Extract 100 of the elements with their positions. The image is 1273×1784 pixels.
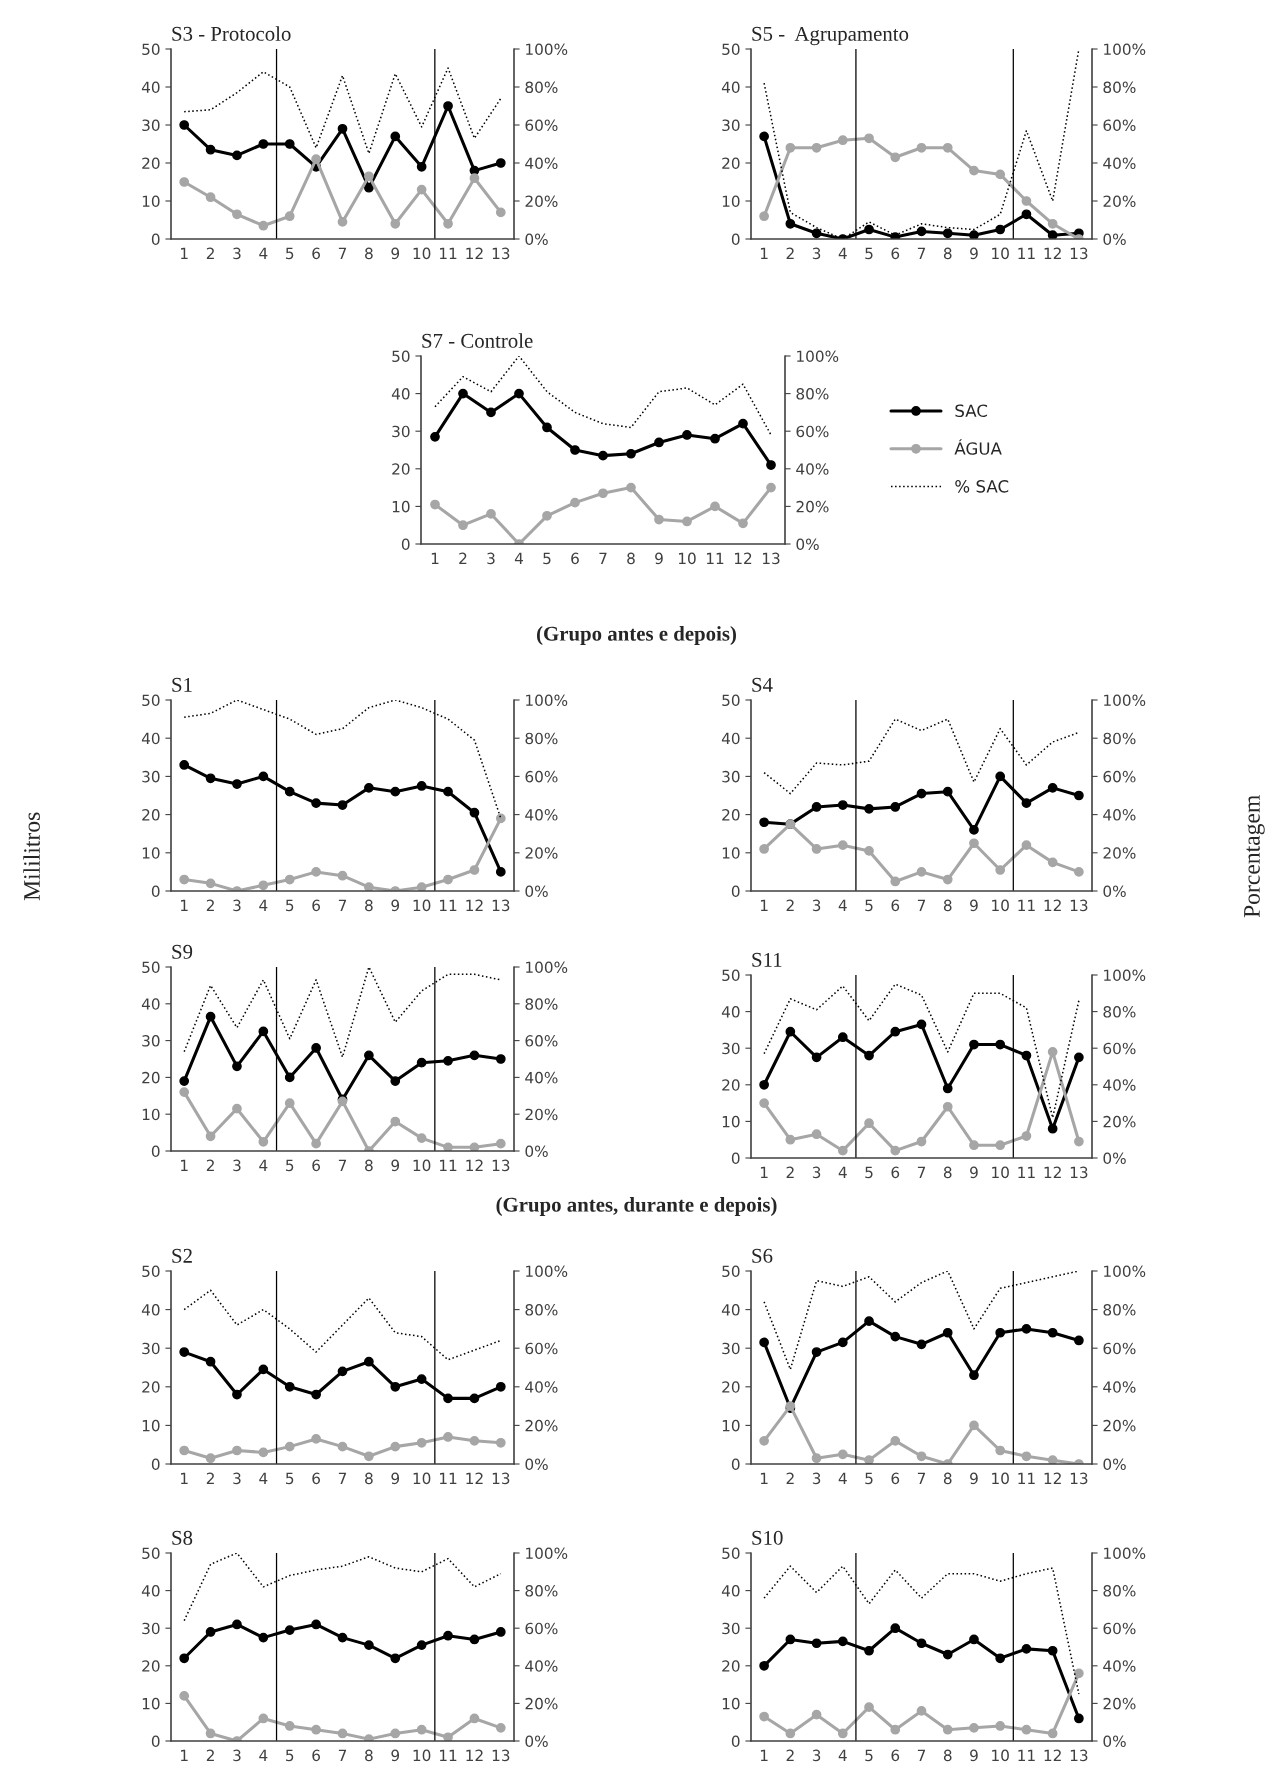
y2-tick-label: 20% xyxy=(1103,1697,1136,1710)
point xyxy=(337,1728,348,1739)
x-tick-label: 3 xyxy=(233,899,241,912)
y-tick-label: 10 xyxy=(392,500,410,513)
legend-label: % SAC xyxy=(955,480,1009,493)
point xyxy=(785,1634,796,1645)
x-tick-label: 5 xyxy=(286,899,294,912)
y2-tick-label: 80% xyxy=(796,388,829,400)
point xyxy=(284,874,295,885)
x-tick-label: 7 xyxy=(599,552,607,564)
point xyxy=(916,1706,927,1716)
point xyxy=(284,786,295,797)
point xyxy=(364,1640,374,1650)
point xyxy=(232,1619,242,1630)
point xyxy=(390,786,401,797)
x-tick-label: 1 xyxy=(181,899,188,911)
x-tick-label: 13 xyxy=(492,899,510,912)
point xyxy=(1074,1136,1084,1147)
x-tick-label: 4 xyxy=(838,899,847,911)
legend-label: SAC xyxy=(955,404,988,418)
x-tick-label: 7 xyxy=(338,1159,347,1171)
x-tick-label: 5 xyxy=(865,247,873,260)
point xyxy=(337,1441,348,1452)
x-tick-label: 6 xyxy=(312,1472,321,1485)
x-tick-label: 6 xyxy=(312,899,321,912)
y-tick-label: 10 xyxy=(722,195,740,208)
point xyxy=(205,773,216,784)
x-tick-label: 13 xyxy=(1070,1166,1088,1179)
x-tick-label: 6 xyxy=(571,552,579,565)
x-tick-label: 2 xyxy=(786,1166,794,1178)
point xyxy=(864,1645,874,1656)
point xyxy=(205,1627,216,1637)
point xyxy=(469,807,480,818)
text: (Grupo antes, durante e depois) xyxy=(496,1197,777,1216)
text: (Grupo antes e depois) xyxy=(537,626,736,645)
x-tick-label: 2 xyxy=(459,552,467,564)
y2-tick-label: 20% xyxy=(1103,1115,1136,1128)
point xyxy=(570,445,580,455)
x-tick-label: 6 xyxy=(891,899,900,912)
x-tick-label: 12 xyxy=(1044,1166,1061,1178)
x-tick-label: 9 xyxy=(391,899,400,912)
x-tick-label: 8 xyxy=(943,247,952,260)
y2-tick-label: 0% xyxy=(1103,1735,1126,1748)
x-tick-label: 8 xyxy=(943,899,952,912)
point xyxy=(443,218,453,229)
y2-tick-label: 100% xyxy=(526,1547,568,1560)
x-tick-label: 4 xyxy=(259,899,268,911)
point xyxy=(469,1713,480,1724)
point xyxy=(570,497,580,508)
point xyxy=(469,865,480,875)
point xyxy=(811,802,822,812)
point xyxy=(364,1356,374,1367)
point xyxy=(890,1724,901,1735)
x-tick-label: 4 xyxy=(259,1749,268,1761)
point xyxy=(179,1076,190,1086)
x-tick-label: 2 xyxy=(206,899,214,911)
point xyxy=(364,182,374,193)
point xyxy=(311,154,321,165)
x-tick-label: 2 xyxy=(206,1749,214,1761)
x-tick-label: 4 xyxy=(259,1472,268,1484)
point xyxy=(759,131,769,142)
x-tick-label: 6 xyxy=(312,1159,321,1172)
x-tick-label: 1 xyxy=(181,1749,188,1761)
point xyxy=(864,1316,874,1327)
point xyxy=(311,1138,321,1149)
line-series xyxy=(434,356,772,436)
x-tick-label: 10 xyxy=(992,1472,1009,1485)
point xyxy=(495,813,506,824)
y2-tick-label: 0% xyxy=(525,1735,548,1748)
point xyxy=(890,1026,901,1037)
point xyxy=(1047,218,1058,229)
point xyxy=(337,1366,348,1377)
point xyxy=(766,482,776,493)
chart-title: S11 xyxy=(752,952,782,967)
x-tick-label: 11 xyxy=(440,899,457,911)
x-tick-label: 7 xyxy=(917,1749,926,1761)
y-tick-label: 30 xyxy=(142,1342,160,1355)
point xyxy=(258,1447,269,1458)
y2-tick-label: 100% xyxy=(1104,969,1146,982)
point xyxy=(258,139,269,149)
point xyxy=(864,1050,874,1061)
x-tick-label: 2 xyxy=(206,247,214,259)
point xyxy=(811,1052,822,1063)
point xyxy=(443,1432,453,1442)
point xyxy=(364,1734,374,1741)
point xyxy=(1021,196,1032,206)
y2-tick-label: 0% xyxy=(1103,233,1126,246)
y-tick-label: 50 xyxy=(142,43,160,56)
y-tick-label: 20 xyxy=(722,1079,740,1091)
x-tick-label: 9 xyxy=(970,1166,978,1179)
y-tick-label: 30 xyxy=(722,1042,740,1055)
point xyxy=(495,1054,506,1064)
point xyxy=(486,509,496,519)
x-tick-label: 1 xyxy=(760,899,768,911)
point xyxy=(205,1356,216,1367)
point xyxy=(416,1640,427,1650)
point xyxy=(837,1032,848,1043)
point xyxy=(311,1043,321,1053)
y-tick-label: 0 xyxy=(151,233,160,246)
point xyxy=(390,1728,401,1739)
